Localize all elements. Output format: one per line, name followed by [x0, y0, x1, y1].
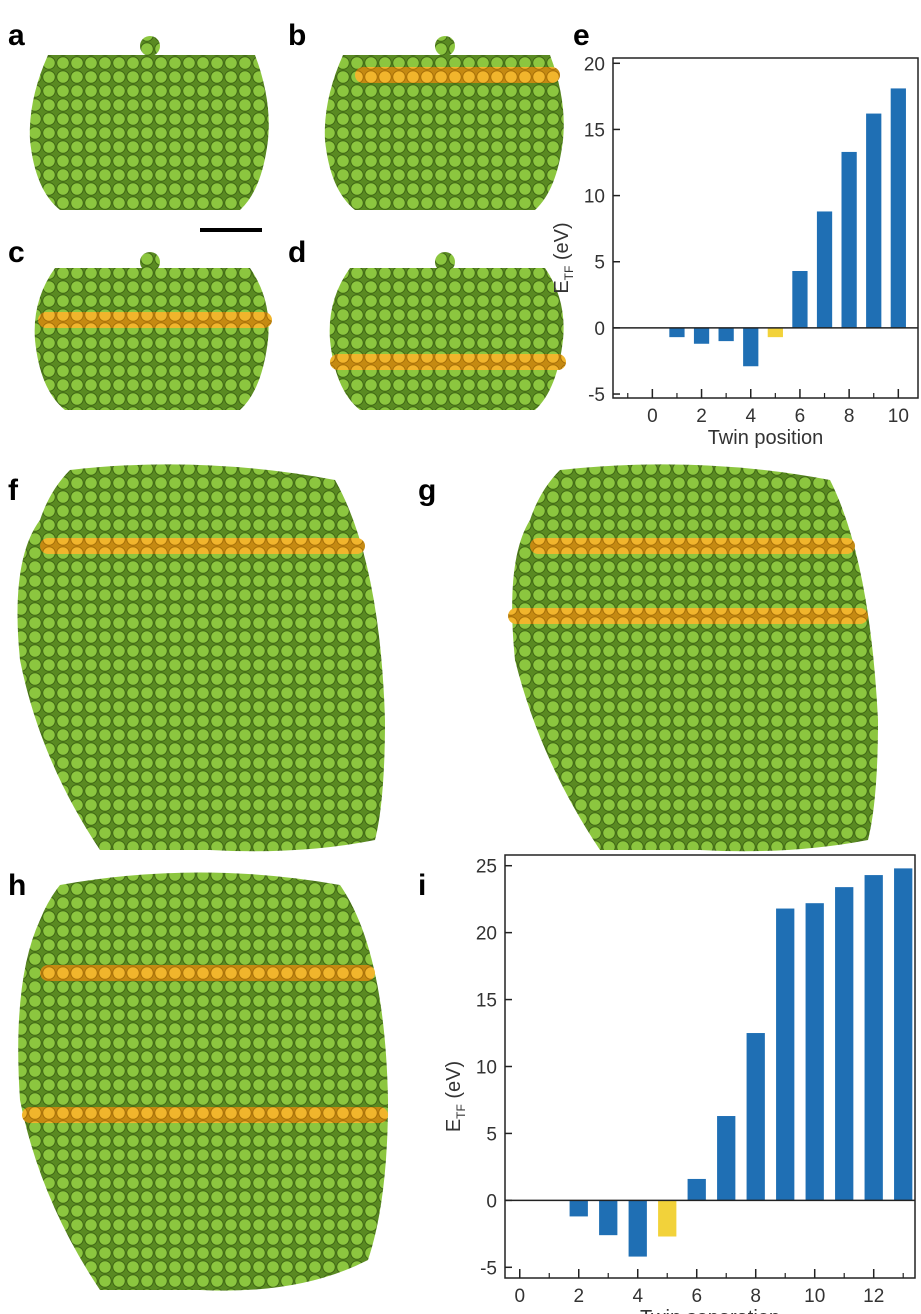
bar — [694, 328, 709, 344]
bar — [719, 328, 734, 341]
particle — [330, 268, 564, 410]
y-tick-label: 0 — [486, 1191, 497, 1212]
bar — [835, 887, 853, 1200]
panel-label: i — [418, 869, 426, 902]
y-tick-label: -5 — [588, 385, 605, 406]
particle — [18, 873, 388, 1291]
x-tick-label: 10 — [804, 1286, 825, 1307]
bar — [817, 211, 832, 327]
x-tick-label: 8 — [750, 1286, 761, 1307]
y-axis-label: ETF (eV) — [443, 1061, 468, 1132]
x-tick-label: 6 — [795, 406, 806, 427]
bar — [629, 1200, 647, 1256]
bar — [891, 88, 906, 327]
twin-plane — [40, 538, 365, 554]
twin-plane — [38, 312, 272, 328]
y-axis-label-part: TF — [454, 1104, 468, 1119]
panel-label: c — [8, 236, 25, 269]
x-tick-label: 12 — [863, 1286, 884, 1307]
panel-label: e — [573, 19, 590, 52]
y-tick-label: 5 — [594, 253, 605, 274]
panel-label: b — [288, 19, 306, 52]
bar — [768, 328, 783, 337]
bar — [743, 328, 758, 366]
bar — [894, 868, 912, 1200]
bar — [688, 1179, 706, 1200]
x-axis-label: Twin position — [708, 427, 824, 449]
x-tick-label: 0 — [514, 1286, 525, 1307]
y-axis-label: ETF (eV) — [551, 222, 576, 293]
bar — [776, 909, 794, 1201]
y-tick-label: 15 — [476, 991, 497, 1012]
bar — [866, 114, 881, 328]
twin-plane — [40, 965, 375, 981]
bar — [658, 1200, 676, 1236]
x-tick-label: 6 — [691, 1286, 702, 1307]
twin-plane — [330, 354, 566, 370]
y-tick-label: 20 — [476, 924, 497, 945]
x-tick-label: 2 — [696, 406, 707, 427]
particle — [30, 55, 269, 210]
bar — [792, 271, 807, 328]
y-axis-label-part: (eV) — [551, 222, 573, 265]
twin-plane — [508, 608, 868, 624]
bar — [865, 875, 883, 1200]
y-axis-label-part: E — [443, 1119, 465, 1132]
panel-label: g — [418, 474, 436, 507]
x-tick-label: 2 — [573, 1286, 584, 1307]
bar — [669, 328, 684, 337]
x-tick-label: 0 — [647, 406, 658, 427]
particle — [35, 268, 269, 410]
twin-plane — [355, 67, 560, 83]
x-tick-label: 4 — [632, 1286, 643, 1307]
panel-label: h — [8, 869, 26, 902]
y-tick-label: 20 — [584, 54, 605, 75]
bar — [570, 1200, 588, 1216]
bar — [717, 1116, 735, 1200]
y-tick-label: 10 — [584, 187, 605, 208]
twin-plane — [22, 1107, 388, 1123]
particle — [140, 36, 160, 56]
panel-label: d — [288, 236, 306, 269]
x-tick-label: 4 — [745, 406, 756, 427]
particle — [18, 464, 386, 851]
y-tick-label: 0 — [594, 319, 605, 340]
plot-frame — [505, 855, 915, 1278]
y-tick-label: 25 — [476, 857, 497, 878]
bar — [842, 152, 857, 328]
x-axis-label: Twin separation — [640, 1307, 780, 1314]
y-axis-label-part: TF — [562, 266, 576, 281]
y-tick-label: 15 — [584, 120, 605, 141]
figure: a b c d e f g h i -5051015200246810Twin … — [0, 0, 921, 1314]
y-tick-label: 10 — [476, 1058, 497, 1079]
x-tick-label: 8 — [844, 406, 855, 427]
particle — [435, 36, 455, 56]
panel-label: a — [8, 19, 25, 52]
y-tick-label: -5 — [480, 1258, 497, 1279]
y-axis-label-part: (eV) — [443, 1061, 465, 1104]
twin-plane — [530, 538, 855, 554]
bar — [806, 903, 824, 1200]
y-axis-label-part: E — [551, 280, 573, 293]
bar — [747, 1033, 765, 1200]
particle — [512, 464, 878, 851]
y-tick-label: 5 — [486, 1124, 497, 1145]
bar — [599, 1200, 617, 1235]
panel-label: f — [8, 474, 19, 507]
x-tick-label: 10 — [888, 406, 909, 427]
